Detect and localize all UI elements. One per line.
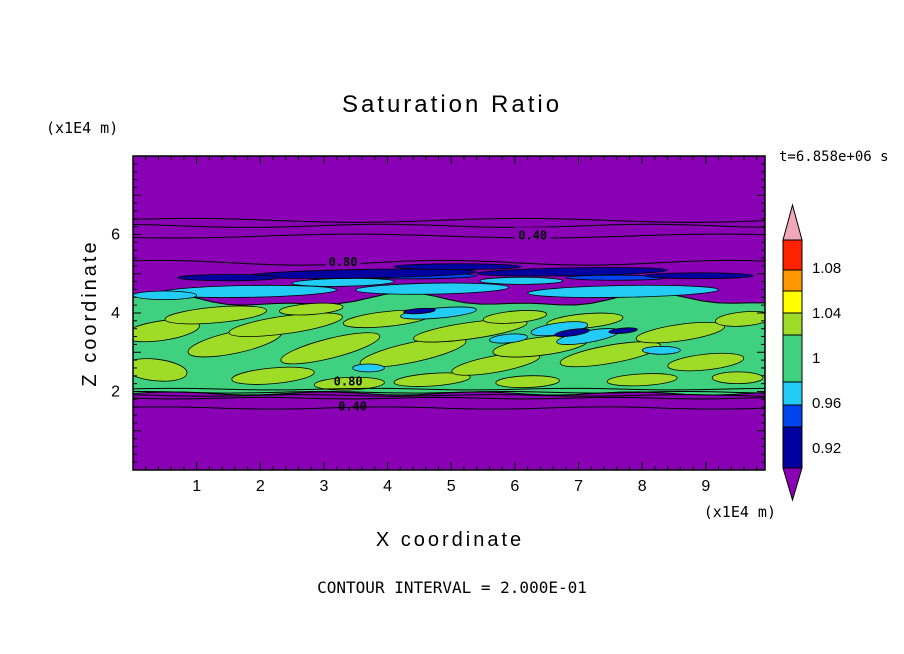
colorbar-segment (782, 269, 803, 292)
z-axis-label: Z coordinate (79, 239, 101, 386)
colorbar-segment (782, 334, 803, 383)
x-tick-label: 6 (510, 478, 519, 495)
colorbar-segment (782, 381, 803, 406)
x-tick-label: 9 (701, 478, 710, 495)
colorbar-over-range-arrow (782, 203, 803, 241)
plot-title: Saturation Ratio (342, 91, 562, 118)
x-axis-unit-label: (x1E4 m) (704, 503, 776, 521)
colorbar-segment (782, 312, 803, 336)
colorbar-segment (782, 290, 803, 314)
colorbar-segment (782, 426, 803, 469)
x-tick-label: 5 (447, 478, 456, 495)
time-label: t=6.858e+06 s (779, 149, 889, 165)
x-tick-label: 8 (638, 478, 647, 495)
contour-field: 0.40 0.80 0.80 0.40 (133, 156, 765, 470)
z-axis-unit-label: (x1E4 m) (46, 119, 118, 137)
x-tick-label: 3 (319, 478, 328, 495)
x-tick-label: 4 (383, 478, 392, 495)
x-axis-label: X coordinate (376, 529, 524, 551)
contour-label: 0.40 (518, 228, 547, 242)
colorbar-segment (782, 404, 803, 428)
x-tick-label: 7 (574, 478, 583, 495)
colorbar-tick-label: 0.92 (812, 440, 841, 457)
z-tick-label: 2 (111, 384, 120, 401)
colorbar-tick-label: 1.04 (812, 305, 841, 322)
contour-label: 0.80 (334, 374, 363, 388)
colorbar-tick-label: 1.08 (812, 260, 841, 277)
colorbar-segment (782, 239, 803, 271)
axes: 1 2 3 4 5 6 7 8 9 2 4 6 (111, 155, 766, 495)
contour-interval-label: CONTOUR INTERVAL = 2.000E-01 (317, 578, 587, 597)
contour-label: 0.40 (338, 399, 367, 413)
contour-label: 0.80 (329, 255, 358, 269)
z-tick-label: 4 (111, 305, 120, 322)
colorbar-under-range-arrow (782, 467, 803, 502)
z-tick-label: 6 (111, 227, 120, 244)
colorbar-tick-label: 0.96 (812, 395, 841, 412)
colorbar: 1.08 1.04 1 0.96 0.92 (782, 203, 841, 502)
x-tick-label: 2 (256, 478, 265, 495)
colorbar-tick-label: 1 (812, 350, 820, 367)
x-tick-label: 1 (192, 478, 201, 495)
